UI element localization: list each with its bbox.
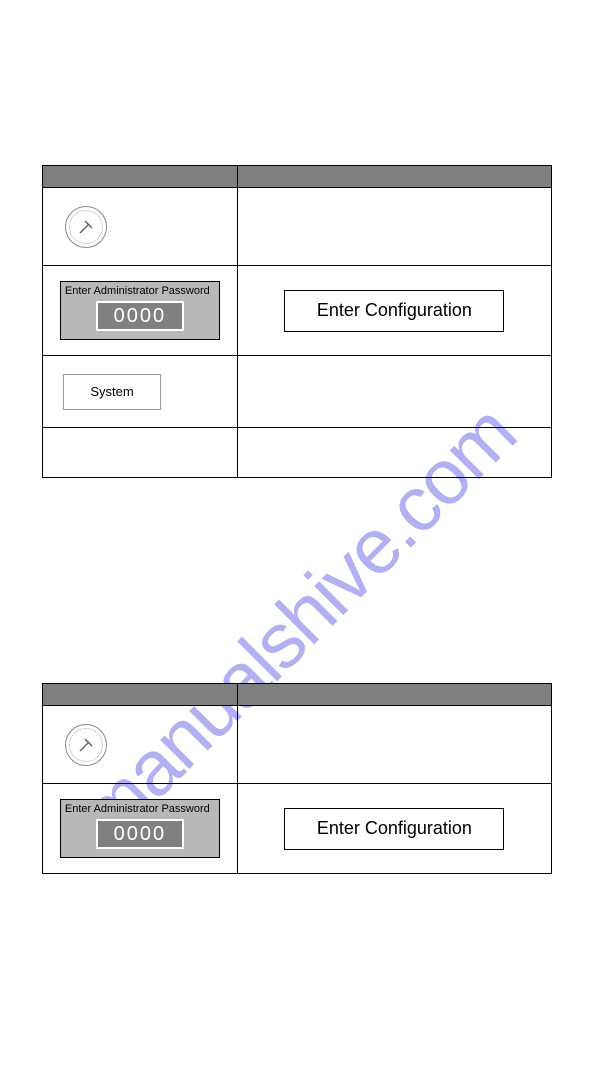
table2-header-row — [43, 684, 552, 706]
password-display[interactable]: 0000 — [96, 819, 184, 849]
table1-system-row: System — [43, 356, 552, 428]
table1-empty-row — [43, 428, 552, 478]
gavel-icon-wrap — [43, 206, 237, 248]
system-button[interactable]: System — [63, 374, 161, 410]
password-label: Enter Administrator Password — [65, 285, 215, 301]
gavel-icon-wrap — [43, 724, 237, 766]
page-content: Enter Administrator Password 0000 Enter … — [0, 165, 594, 874]
enter-configuration-button[interactable]: Enter Configuration — [284, 808, 504, 850]
instruction-table-1: Enter Administrator Password 0000 Enter … — [42, 165, 552, 478]
instruction-table-2: Enter Administrator Password 0000 Enter … — [42, 683, 552, 874]
enter-configuration-button[interactable]: Enter Configuration — [284, 290, 504, 332]
password-display[interactable]: 0000 — [96, 301, 184, 331]
password-label: Enter Administrator Password — [65, 803, 215, 819]
table1-icon-row — [43, 188, 552, 266]
table1-password-row: Enter Administrator Password 0000 Enter … — [43, 266, 552, 356]
password-panel: Enter Administrator Password 0000 — [60, 281, 220, 340]
table1-header-row — [43, 166, 552, 188]
gavel-icon[interactable] — [65, 724, 107, 766]
gavel-icon[interactable] — [65, 206, 107, 248]
password-panel: Enter Administrator Password 0000 — [60, 799, 220, 858]
table2-password-row: Enter Administrator Password 0000 Enter … — [43, 784, 552, 874]
table2-icon-row — [43, 706, 552, 784]
